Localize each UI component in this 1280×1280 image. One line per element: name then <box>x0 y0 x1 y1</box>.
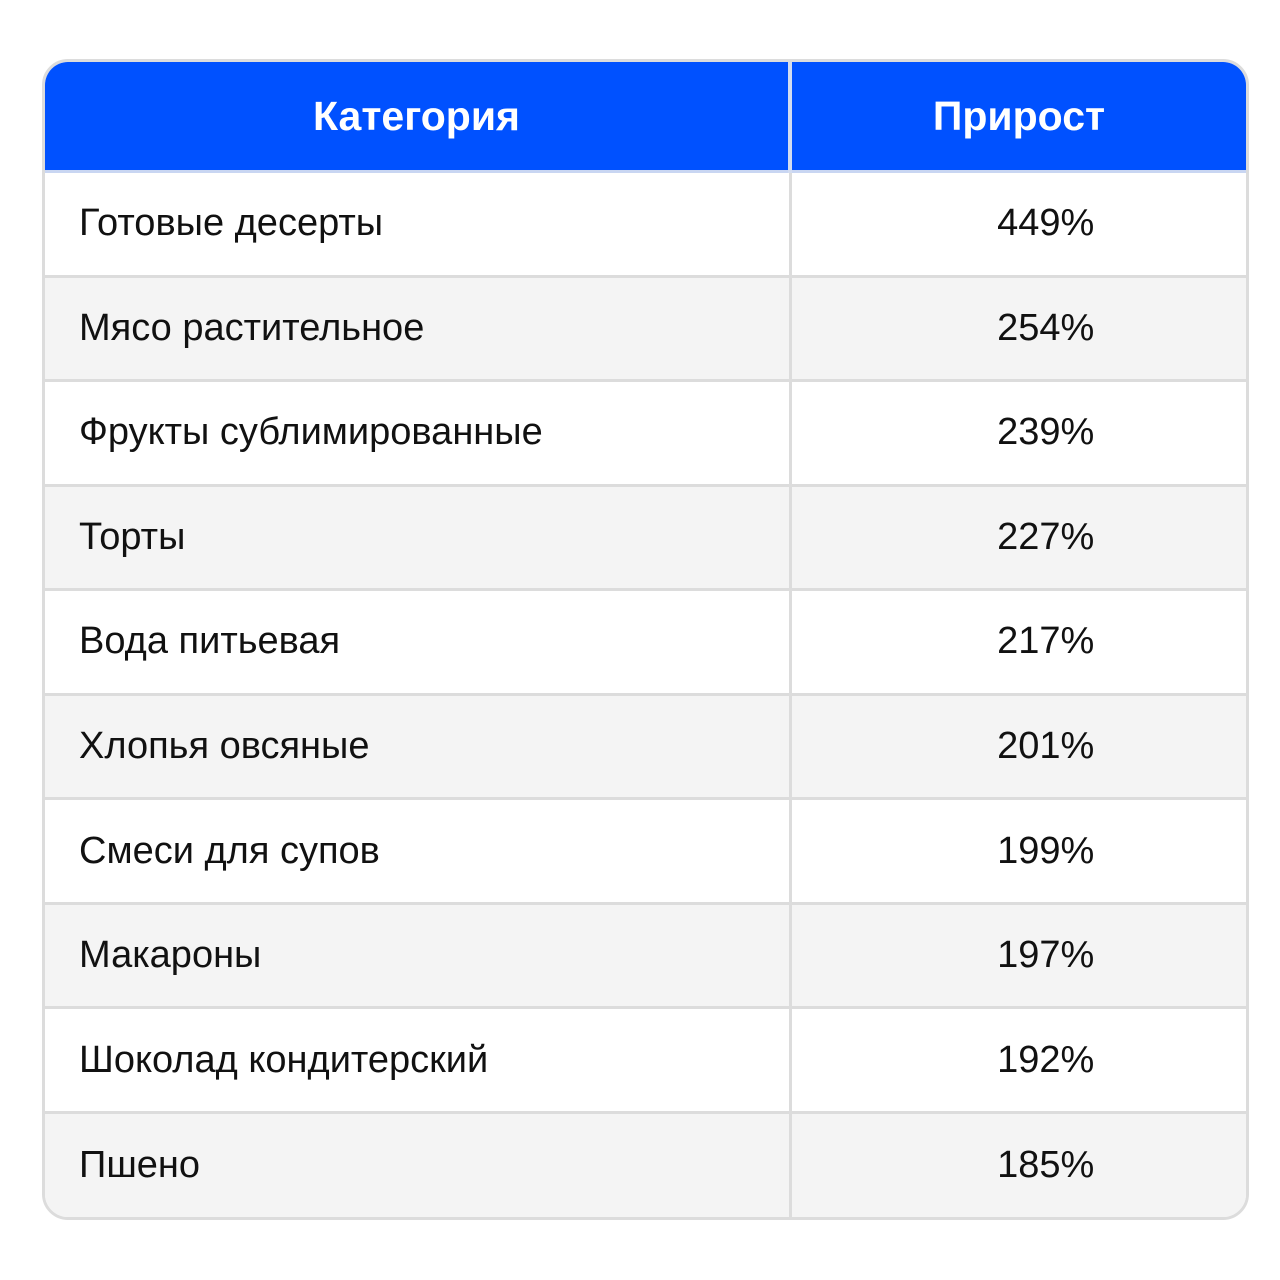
growth-value: 185% <box>997 1143 1095 1186</box>
growth-value: 227% <box>997 515 1095 558</box>
category-cell: Фрукты сублимированные <box>45 379 790 486</box>
category-cell: Пшено <box>45 1110 790 1217</box>
column-header-category: Категория <box>45 62 790 172</box>
growth-value: 239% <box>997 411 1095 454</box>
category-cell: Смеси для супов <box>45 797 790 904</box>
category-cell: Вода питьевая <box>45 588 790 695</box>
growth-cell: 201% <box>788 692 1246 799</box>
growth-value: 449% <box>997 202 1095 245</box>
growth-cell: 227% <box>788 483 1246 590</box>
table-header: Категория Прирост <box>45 62 1246 172</box>
growth-cell: 239% <box>788 379 1246 486</box>
growth-cell: 192% <box>788 1006 1246 1113</box>
table-row: Пшено 185% <box>45 1110 1246 1217</box>
category-cell: Хлопья овсяные <box>45 692 790 799</box>
table-row: Готовые десерты 449% <box>45 171 1246 277</box>
growth-value: 197% <box>997 934 1095 977</box>
table-row: Смеси для супов 199% <box>45 797 1246 904</box>
category-cell: Торты <box>45 483 790 590</box>
growth-value: 217% <box>997 620 1095 663</box>
growth-table-card: Категория Прирост Готовые десерты 449% Мяс… <box>42 59 1249 1220</box>
growth-cell: 254% <box>788 274 1246 381</box>
table-row: Шоколад кондитерский 192% <box>45 1006 1246 1113</box>
growth-value: 192% <box>997 1038 1095 1081</box>
table-row: Фрукты сублимированные 239% <box>45 379 1246 486</box>
category-cell: Шоколад кондитерский <box>45 1006 790 1113</box>
growth-value: 254% <box>997 306 1095 349</box>
growth-cell: 199% <box>788 797 1246 904</box>
growth-table: Категория Прирост Готовые десерты 449% Мяс… <box>45 62 1246 1217</box>
header-row: Категория Прирост <box>45 62 1246 172</box>
column-header-growth: Прирост <box>788 62 1246 172</box>
category-cell: Готовые десерты <box>79 202 384 245</box>
category-cell: Мясо растительное <box>45 274 790 381</box>
growth-cell: 197% <box>788 901 1246 1008</box>
table-row: Вода питьевая 217% <box>45 588 1246 695</box>
table-row: Мясо растительное 254% <box>45 274 1246 381</box>
growth-value: 199% <box>997 829 1095 872</box>
growth-cell: 217% <box>788 588 1246 695</box>
table-body: Готовые десерты 449% Мясо растительное 254%… <box>45 171 1246 1217</box>
table-row: Торты 227% <box>45 483 1246 590</box>
growth-cell: 449% <box>788 171 1246 277</box>
table-row: Хлопья овсяные 201% <box>45 692 1246 799</box>
table-row: Макароны 197% <box>45 901 1246 1008</box>
category-cell: Макароны <box>45 901 790 1008</box>
growth-cell: 185% <box>788 1110 1246 1217</box>
growth-value: 201% <box>997 725 1095 767</box>
